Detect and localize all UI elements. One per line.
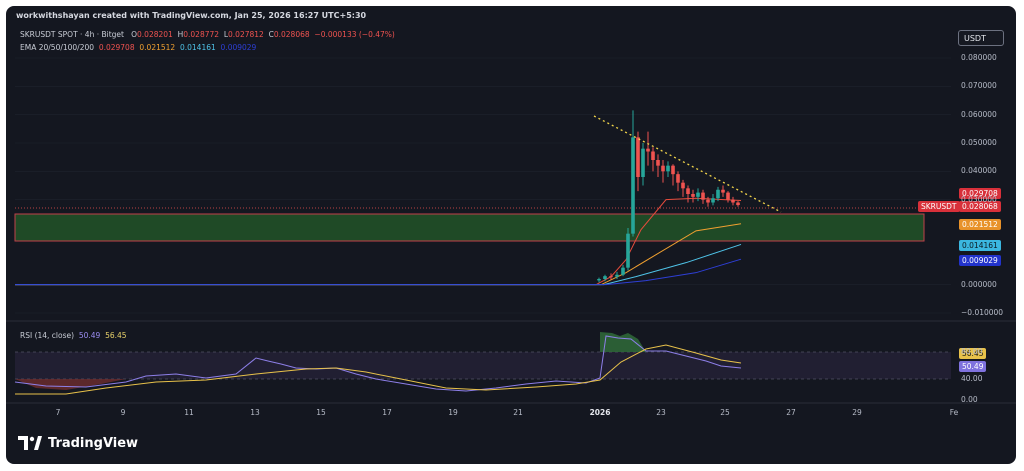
candle-body [716, 189, 720, 199]
rsi-axis-label: 0.00 [961, 395, 978, 404]
ema100-price-tag: 0.014161 [959, 240, 1001, 251]
candle-body [636, 137, 640, 177]
currency-button[interactable]: USDT [958, 30, 1004, 46]
support-zone [14, 213, 925, 242]
candle-body [676, 174, 680, 183]
ema20-price-tag: 0.029708 [959, 188, 1001, 199]
ema-legend[interactable]: EMA 20/50/100/200 0.029708 0.021512 0.01… [20, 43, 256, 52]
rsi-tag: 50.49 [959, 361, 987, 372]
candle-body [621, 267, 625, 275]
symbol-ohlc-legend[interactable]: SKRUSDT SPOT · 4h · Bitget O0.028201 H0.… [20, 30, 395, 39]
candle-body [641, 148, 645, 177]
ema200-value: 0.009029 [220, 43, 257, 52]
ema20-line [15, 197, 742, 286]
time-axis-label: 23 [656, 408, 666, 417]
open-label: O [131, 30, 138, 39]
candle-body [691, 194, 695, 197]
ema50-value: 0.021512 [139, 43, 176, 52]
close-value: 0.028068 [273, 30, 310, 39]
low-value: 0.027812 [228, 30, 264, 39]
candle-body [646, 148, 650, 152]
candle-body [597, 279, 601, 281]
ema200-price-tag: 0.009029 [959, 255, 1001, 266]
rsi-ma-value: 56.45 [105, 331, 127, 340]
candle-body [736, 202, 740, 206]
candle-body [656, 160, 660, 166]
rsi-oversold-fill [15, 379, 126, 390]
candle-body [726, 192, 730, 200]
price-axis-label: 0.030000 [961, 194, 997, 204]
rsi-legend[interactable]: RSI (14, close) 50.49 56.45 [20, 331, 127, 340]
ema20-value: 0.029708 [98, 43, 135, 52]
time-axis-label: 11 [184, 408, 194, 417]
rsi-ma-line [15, 344, 742, 395]
candle-body [615, 274, 619, 277]
rsi-axis-label: 40.00 [961, 374, 983, 383]
trendline[interactable] [593, 115, 782, 213]
candle-body [651, 151, 655, 160]
price-axis-label: 0.060000 [961, 109, 997, 119]
low-label: L [223, 30, 229, 39]
close-label: C [268, 30, 274, 39]
high-label: H [177, 30, 184, 39]
time-axis-label: 7 [55, 408, 61, 417]
rsi-ma-tag: 56.45 [959, 348, 987, 359]
time-axis-label: 13 [250, 408, 260, 417]
time-axis-label: 29 [852, 408, 862, 417]
time-axis-label: 9 [120, 408, 126, 417]
candle-body [731, 199, 735, 203]
symbol-price-tag: SKRUSDT [918, 201, 960, 212]
candle-body [631, 137, 635, 234]
symbol-name[interactable]: SKRUSDT SPOT · 4h · Bitget [20, 30, 124, 39]
rsi-value: 50.49 [78, 331, 101, 340]
brand-name: TradingView [48, 435, 139, 451]
candle-body [696, 192, 700, 197]
time-axis-label: 27 [786, 408, 796, 417]
price-axis-label: 0.040000 [961, 166, 997, 176]
candle-body [701, 192, 705, 200]
time-axis-label: 25 [720, 408, 730, 417]
candle-body [671, 165, 675, 175]
price-chart[interactable] [6, 6, 1016, 464]
ema100-value: 0.014161 [179, 43, 216, 52]
tradingview-logo[interactable]: TradingView [18, 434, 138, 452]
ema50-price-tag: 0.021512 [959, 219, 1001, 230]
rsi-overbought-fill [600, 332, 646, 352]
rsi-line [14, 335, 742, 392]
chart-frame: workwithshayan created with TradingView.… [6, 6, 1016, 464]
candle-body [603, 276, 607, 279]
candle-body [711, 198, 715, 203]
header-credit: workwithshayan created with TradingView.… [16, 11, 367, 20]
tradingview-logo-icon [18, 436, 42, 450]
price-axis-label: 0.070000 [961, 81, 997, 91]
open-value: 0.028201 [137, 30, 173, 39]
time-axis-label: 2026 [589, 408, 611, 417]
candle-body [666, 165, 670, 172]
candle-body [609, 276, 613, 278]
candle-body [721, 189, 725, 193]
price-axis-label: 0.050000 [961, 138, 997, 147]
time-axis-label: 19 [448, 408, 458, 417]
candle-body [706, 199, 710, 203]
ema200-line [15, 258, 742, 286]
time-axis-label: 15 [316, 408, 326, 417]
candle-body [681, 182, 685, 189]
price-axis-label: 0.000000 [961, 279, 997, 289]
price-axis-label: −0.010000 [961, 308, 1004, 317]
price-axis-label: 0.080000 [961, 53, 997, 62]
last-price-tag: 0.028068 [959, 201, 1001, 212]
time-axis-label: 21 [513, 408, 523, 417]
ema100-line [15, 243, 742, 286]
candle-body [626, 233, 630, 268]
time-axis-label: Fe [949, 408, 959, 417]
candle-body [686, 188, 690, 194]
time-axis-label: 17 [382, 408, 392, 417]
ema-label[interactable]: EMA 20/50/100/200 [20, 43, 95, 52]
candle-body [661, 165, 665, 172]
change-value: −0.000133 (−0.47%) [314, 30, 395, 39]
rsi-label[interactable]: RSI (14, close) [20, 331, 75, 340]
high-value: 0.028772 [183, 30, 220, 39]
rsi-axis-label: 80.00 [961, 347, 983, 356]
